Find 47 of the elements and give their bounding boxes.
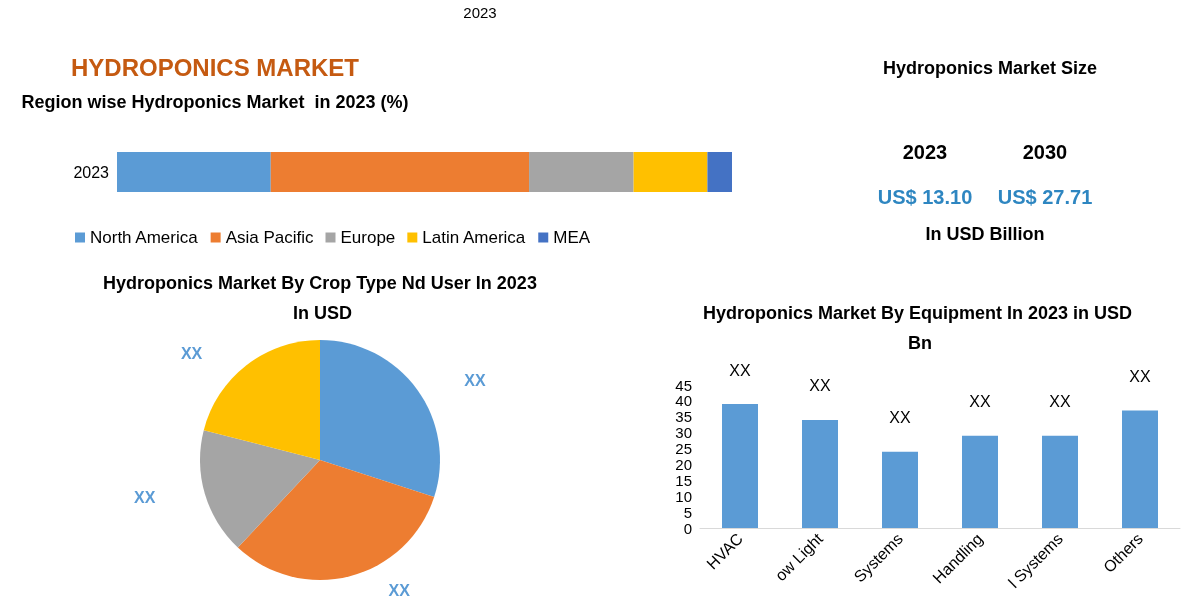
bar [962,435,998,528]
text: US$ 27.71 [997,186,1093,208]
text: 2023 [902,141,948,163]
y-tick-label: 20 [675,455,692,473]
data-label: XX [809,377,831,395]
data-label: XX [969,393,991,411]
bar [802,419,838,528]
bar [1122,410,1158,528]
legend-label: Latin America [422,228,526,247]
chart-title: Hydroponics Market By Equipment In 2023 in USD Bn [702,303,1138,353]
bar [633,152,708,192]
legend-label: Asia Pacific [225,228,314,247]
y-tick-label: 10 [675,487,692,505]
y-tick-label: 35 [675,408,692,426]
chart-title: Hydroponics Market By Crop Type Nd User In 2023 In USD [103,273,537,323]
data-label: XX [464,372,486,390]
y-tick-label: 30 [675,424,692,442]
text: US$ 13.10 [877,186,973,208]
y-tick-label: 40 [675,392,692,410]
data-label: XX [889,409,911,427]
bar [707,152,732,192]
legend-label: MEA [553,228,591,247]
data-label: XX [1049,393,1071,411]
text: 2030 [1022,141,1068,163]
y-tick-label: 45 [675,376,692,394]
text: Hydroponics Market Size [882,58,1098,78]
bar [722,404,758,528]
bar [117,152,271,192]
data-label: XX [729,361,751,379]
y-tick-label: 5 [683,503,692,521]
data-label: XX [388,582,411,600]
chart-title: HYDROPONICS MARKET [70,53,360,81]
y-tick-label: 25 [675,440,692,458]
text: 2023 [463,3,497,21]
bar [882,451,918,528]
bar [1042,435,1078,528]
data-label: XX [1129,367,1151,385]
legend-label: Europe [340,228,396,247]
text: In USD Billion [925,224,1045,244]
bar [270,152,530,192]
chart-subtitle: Region wise Hydroponics Market in 2023 (%) [21,92,409,112]
y-tick-label: 0 [683,519,692,537]
data-label: XX [180,344,203,362]
data-label: XX [134,489,156,507]
y-tick-label: 15 [675,471,692,489]
bar [529,152,634,192]
legend-label: North America [90,228,199,247]
